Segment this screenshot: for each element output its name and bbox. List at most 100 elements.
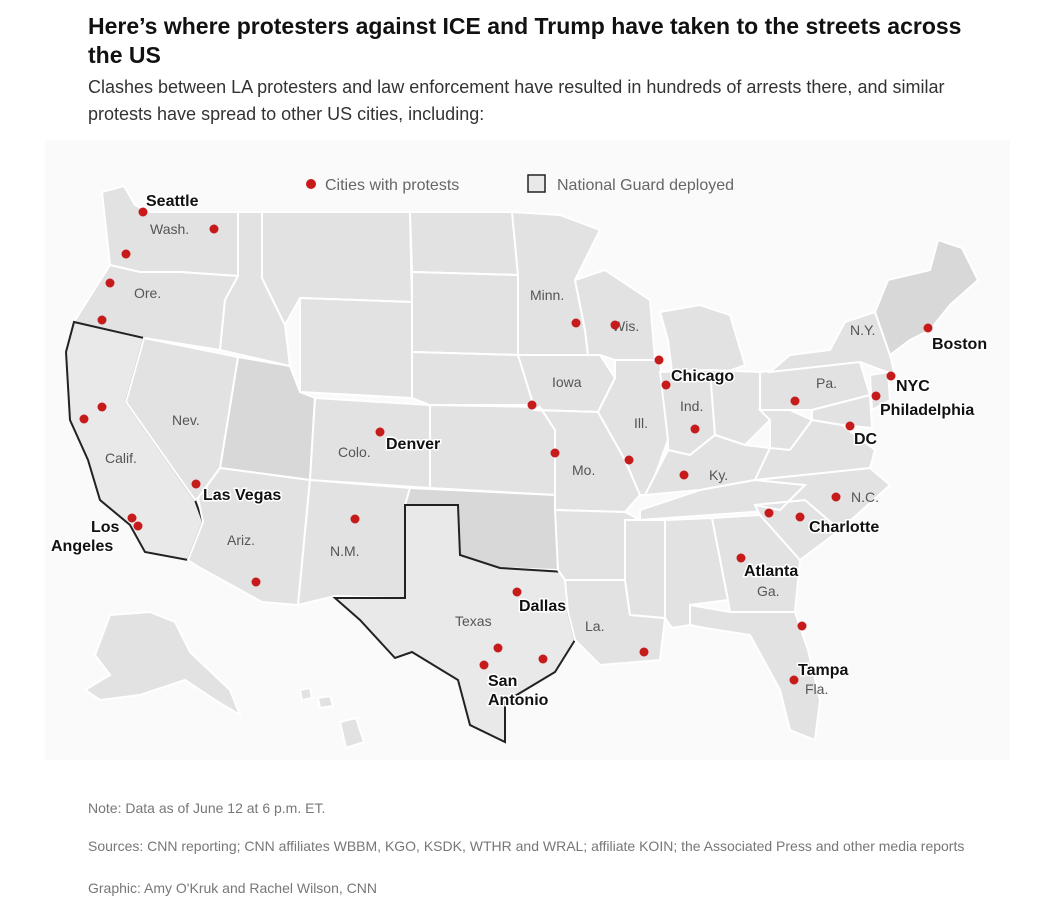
state-maryland bbox=[811, 393, 874, 430]
protest-dot bbox=[624, 455, 634, 465]
state-label-nm: N.M. bbox=[330, 543, 360, 559]
protest-dot bbox=[923, 323, 933, 333]
protest-dot bbox=[871, 391, 881, 401]
us-protest-map: Cities with protests National Guard depl… bbox=[45, 140, 1010, 760]
state-north-carolina bbox=[754, 466, 892, 532]
city-label-tampa: Tampa bbox=[798, 662, 848, 679]
state-wyoming bbox=[299, 296, 413, 400]
state-label-ariz: Ariz. bbox=[227, 532, 255, 548]
protest-dot bbox=[797, 621, 807, 631]
city-label-angeles: Angeles bbox=[51, 538, 113, 555]
state-label-minn: Minn. bbox=[530, 287, 564, 303]
protest-dot bbox=[97, 315, 107, 325]
legend-guard-swatch bbox=[527, 174, 546, 193]
state-kansas bbox=[429, 403, 556, 497]
protest-dot bbox=[661, 380, 671, 390]
state-label-colo: Colo. bbox=[338, 444, 371, 460]
legend-protests-label: Cities with protests bbox=[325, 177, 459, 194]
protest-dot bbox=[886, 371, 896, 381]
state-label-nev: Nev. bbox=[172, 412, 200, 428]
city-label-dallas: Dallas bbox=[519, 598, 566, 615]
state-texas bbox=[332, 504, 577, 744]
protest-dot bbox=[79, 414, 89, 424]
city-label-charlotte: Charlotte bbox=[809, 519, 879, 536]
city-label-antonio: Antonio bbox=[488, 692, 549, 709]
state-new-england bbox=[873, 238, 980, 357]
protest-dot bbox=[679, 470, 689, 480]
state-ohio bbox=[708, 368, 772, 447]
protest-dot bbox=[527, 400, 537, 410]
protest-dot bbox=[639, 647, 649, 657]
protest-dot bbox=[512, 587, 522, 597]
protest-dot bbox=[571, 318, 581, 328]
state-label-la: La. bbox=[585, 618, 604, 634]
protest-dots bbox=[79, 207, 933, 685]
protest-dot bbox=[795, 512, 805, 522]
state-label-ind: Ind. bbox=[680, 398, 703, 414]
city-label-las-vegas: Las Vegas bbox=[203, 487, 281, 504]
city-label-atlanta: Atlanta bbox=[744, 563, 798, 580]
city-label-boston: Boston bbox=[932, 336, 987, 353]
state-label-iowa: Iowa bbox=[552, 374, 582, 390]
state-label-ky: Ky. bbox=[709, 467, 728, 483]
state-new-jersey bbox=[868, 370, 892, 412]
state-label-mo: Mo. bbox=[572, 462, 595, 478]
city-label-philadelphia: Philadelphia bbox=[880, 402, 974, 419]
state-north-dakota bbox=[408, 211, 520, 277]
state-label-ny: N.Y. bbox=[850, 322, 875, 338]
protest-dot bbox=[610, 320, 620, 330]
page-subtitle: Clashes between LA protesters and law en… bbox=[88, 77, 945, 124]
legend-guard-label: National Guard deployed bbox=[557, 177, 734, 194]
state-label-fla: Fla. bbox=[805, 681, 828, 697]
state-label-wis: Wis. bbox=[612, 318, 639, 334]
city-label-chicago: Chicago bbox=[671, 368, 734, 385]
state-south-dakota bbox=[411, 270, 519, 357]
state-mississippi bbox=[624, 519, 666, 620]
city-label-nyc: NYC bbox=[896, 378, 930, 395]
protest-dot bbox=[654, 355, 664, 365]
protest-dot bbox=[736, 553, 746, 563]
protest-dot bbox=[97, 402, 107, 412]
state-label-ill: Ill. bbox=[634, 415, 648, 431]
state-florida bbox=[689, 603, 822, 742]
city-label-seattle: Seattle bbox=[146, 193, 199, 210]
page-title: Here’s where protesters against ICE and … bbox=[88, 13, 962, 68]
state-label-calif: Calif. bbox=[105, 450, 137, 466]
protest-dot bbox=[138, 207, 148, 217]
state-label-texas: Texas bbox=[455, 613, 492, 629]
state-label-nc: N.C. bbox=[851, 489, 879, 505]
state-nebraska bbox=[411, 350, 537, 406]
state-label-ore: Ore. bbox=[134, 285, 161, 301]
footnote: Note: Data as of June 12 at 6 p.m. ET. bbox=[88, 800, 326, 816]
protest-dot bbox=[479, 660, 489, 670]
protest-dot bbox=[845, 421, 855, 431]
protest-dot bbox=[550, 448, 560, 458]
city-label-dc: DC bbox=[854, 431, 878, 448]
city-label-los: Los bbox=[91, 519, 120, 536]
sources-text: Sources: CNN reporting; CNN affiliates W… bbox=[88, 838, 965, 854]
state-label-ga: Ga. bbox=[757, 583, 780, 599]
protest-dot bbox=[764, 508, 774, 518]
legend-protest-dot bbox=[306, 179, 316, 189]
state-alaska bbox=[83, 610, 243, 718]
protest-dot bbox=[191, 479, 201, 489]
protest-dot bbox=[105, 278, 115, 288]
protest-dot bbox=[209, 224, 219, 234]
city-label-denver: Denver bbox=[386, 436, 440, 453]
state-hawaii bbox=[298, 686, 366, 750]
protest-dot bbox=[375, 427, 385, 437]
city-label-san: San bbox=[488, 673, 517, 690]
protest-dot bbox=[350, 514, 360, 524]
protest-dot bbox=[251, 577, 261, 587]
protest-dot bbox=[121, 249, 131, 259]
graphic-credit: Graphic: Amy O'Kruk and Rachel Wilson, C… bbox=[88, 880, 377, 896]
protest-dot bbox=[790, 396, 800, 406]
protest-dot bbox=[538, 654, 548, 664]
protest-dot bbox=[789, 675, 799, 685]
state-label-wash: Wash. bbox=[150, 221, 189, 237]
protest-dot bbox=[127, 513, 137, 523]
protest-dot bbox=[831, 492, 841, 502]
protest-dot bbox=[690, 424, 700, 434]
protest-dot bbox=[133, 521, 143, 531]
state-label-pa: Pa. bbox=[816, 375, 837, 391]
